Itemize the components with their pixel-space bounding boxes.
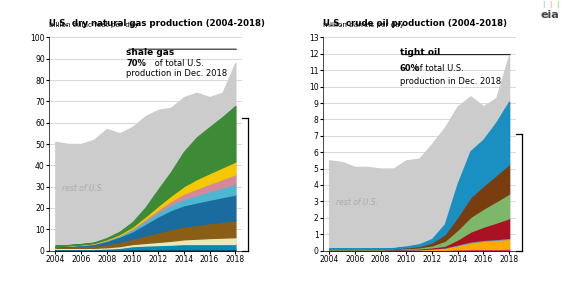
Text: of total U.S.: of total U.S. [412,64,464,73]
Text: production in Dec. 2018: production in Dec. 2018 [126,69,227,78]
Text: tight oil: tight oil [400,48,440,57]
Text: rest of U.S.: rest of U.S. [62,184,104,193]
Text: |: | [542,1,544,8]
Text: U.S. crude oil production (2004-2018): U.S. crude oil production (2004-2018) [323,19,507,28]
Text: eia: eia [541,10,559,20]
Text: |: | [556,1,558,8]
Text: 60%: 60% [400,64,420,73]
Text: shale gas: shale gas [126,48,175,57]
Text: 70%: 70% [126,59,146,68]
Text: |: | [549,1,551,8]
Text: million barrels per day: million barrels per day [323,22,404,28]
Text: of total U.S.: of total U.S. [152,59,203,68]
Text: rest of U.S.: rest of U.S. [336,198,378,207]
Text: billion cubic feet per day: billion cubic feet per day [49,22,138,28]
Text: U.S. dry natural gas production (2004-2018): U.S. dry natural gas production (2004-20… [49,19,265,28]
Text: production in Dec. 2018: production in Dec. 2018 [400,77,501,86]
